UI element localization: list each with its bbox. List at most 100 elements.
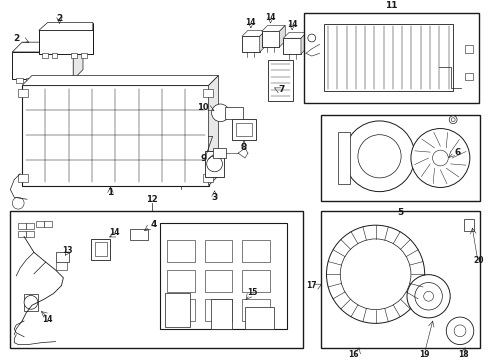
Bar — [464, 219, 474, 231]
Bar — [268, 60, 293, 101]
Text: 19: 19 — [419, 350, 430, 359]
Polygon shape — [209, 76, 219, 185]
Bar — [36, 221, 44, 227]
Polygon shape — [279, 26, 285, 47]
Circle shape — [358, 135, 401, 178]
Bar — [205, 300, 232, 321]
Bar — [12, 52, 73, 80]
Bar — [465, 45, 473, 53]
Circle shape — [308, 34, 316, 42]
Bar — [24, 293, 38, 311]
Bar — [205, 270, 232, 292]
Bar — [18, 89, 28, 97]
Polygon shape — [301, 32, 307, 54]
Text: 12: 12 — [146, 195, 158, 204]
Polygon shape — [39, 23, 93, 30]
Bar — [26, 223, 34, 229]
Bar — [168, 300, 195, 321]
Text: 8: 8 — [241, 143, 247, 152]
Text: 10: 10 — [197, 103, 209, 112]
Text: 6: 6 — [455, 148, 461, 157]
Bar — [320, 115, 480, 201]
Text: 11: 11 — [385, 1, 397, 10]
Circle shape — [415, 283, 442, 310]
Bar — [91, 239, 110, 260]
Bar — [18, 174, 28, 181]
Polygon shape — [283, 32, 307, 38]
Circle shape — [407, 275, 450, 318]
Bar — [242, 300, 270, 321]
Circle shape — [424, 291, 434, 301]
Bar — [242, 36, 260, 52]
Bar — [205, 240, 232, 262]
Text: 2: 2 — [13, 34, 20, 43]
Bar — [51, 53, 57, 58]
Bar — [130, 229, 148, 240]
Bar — [236, 123, 252, 136]
Polygon shape — [73, 42, 83, 80]
Bar — [225, 107, 243, 119]
Text: 14: 14 — [109, 228, 120, 237]
Bar — [160, 223, 287, 329]
Circle shape — [212, 104, 229, 122]
Circle shape — [454, 325, 466, 337]
Bar — [168, 240, 195, 262]
Bar — [242, 270, 270, 292]
Text: 4: 4 — [150, 220, 157, 229]
Bar — [71, 53, 77, 58]
Text: 14: 14 — [43, 315, 53, 324]
Bar — [232, 119, 256, 140]
Text: 14: 14 — [245, 18, 256, 27]
Circle shape — [12, 197, 24, 209]
Bar — [26, 78, 33, 84]
Bar — [323, 24, 453, 91]
Text: 3: 3 — [212, 193, 218, 202]
Polygon shape — [242, 30, 266, 36]
Text: 9: 9 — [200, 154, 207, 163]
Circle shape — [446, 317, 474, 345]
Circle shape — [344, 121, 415, 192]
Bar — [211, 300, 232, 329]
Text: 7: 7 — [278, 85, 285, 94]
Text: 14: 14 — [287, 20, 297, 29]
Bar — [81, 53, 87, 58]
Bar — [18, 223, 26, 229]
Bar — [283, 38, 301, 54]
Bar — [63, 78, 70, 84]
Text: 1: 1 — [107, 188, 114, 197]
Polygon shape — [262, 26, 285, 31]
Circle shape — [411, 129, 470, 188]
Polygon shape — [260, 30, 266, 52]
Circle shape — [326, 225, 425, 323]
Text: 13: 13 — [62, 246, 73, 255]
Text: 15: 15 — [246, 288, 257, 297]
Bar — [465, 73, 473, 80]
Bar — [55, 262, 67, 270]
Bar — [166, 293, 190, 327]
Polygon shape — [12, 42, 83, 52]
Circle shape — [24, 296, 38, 309]
Text: 16: 16 — [348, 350, 358, 359]
Text: 17: 17 — [306, 281, 317, 290]
Bar — [22, 85, 209, 185]
Bar — [203, 89, 213, 97]
Bar — [26, 231, 34, 237]
Bar — [203, 174, 213, 181]
Text: 18: 18 — [459, 350, 469, 359]
Polygon shape — [338, 132, 350, 184]
Bar — [168, 270, 195, 292]
Bar — [18, 231, 26, 237]
Circle shape — [207, 156, 222, 172]
Bar — [44, 221, 51, 227]
Text: 14: 14 — [265, 13, 276, 22]
Bar — [213, 148, 226, 158]
Circle shape — [451, 118, 455, 122]
Bar — [262, 31, 279, 47]
Bar — [205, 151, 224, 177]
Circle shape — [449, 116, 457, 123]
Polygon shape — [22, 76, 219, 85]
Text: 20: 20 — [473, 256, 484, 265]
Bar — [242, 240, 270, 262]
Bar — [53, 78, 60, 84]
Bar — [95, 242, 106, 256]
